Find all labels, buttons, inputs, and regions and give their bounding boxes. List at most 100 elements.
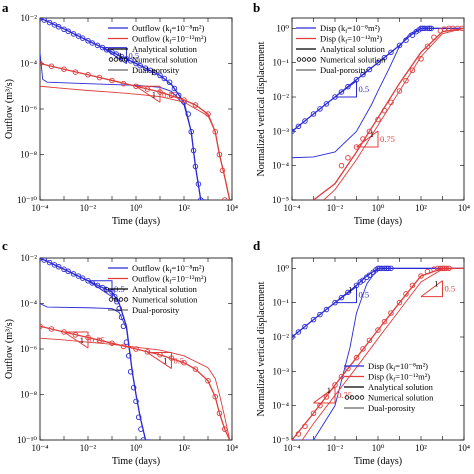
x-tick-label: 10⁰ [372, 443, 385, 453]
data-point [96, 337, 103, 344]
x-tick-label: 10⁻⁴ [284, 203, 301, 213]
data-point [431, 34, 437, 40]
legend-label: Outflow (kf=10⁻⁸m²) [132, 23, 204, 35]
data-point [61, 26, 67, 33]
data-point [439, 265, 446, 272]
legend-entry: Analytical solution [344, 382, 434, 392]
x-tick-label: 10⁻² [80, 203, 97, 213]
data-point [345, 83, 351, 90]
data-point [222, 197, 228, 200]
slope-triangle: 1 0.5 [420, 279, 456, 298]
data-point [323, 101, 330, 107]
slope-rise-label: 1 [104, 284, 108, 294]
slope-run-label: 0.5 [128, 51, 139, 61]
x-tick-label: 10⁻² [327, 443, 344, 453]
x-tick-label: 10⁴ [458, 443, 470, 453]
data-point [302, 118, 308, 124]
data-point [443, 265, 450, 272]
dual-porosity-line [40, 85, 231, 200]
x-tick-label: 10² [415, 443, 427, 453]
analytical-line [292, 267, 464, 440]
slope-rise-label: 1 [348, 285, 352, 295]
data-point [109, 340, 115, 346]
data-point [181, 359, 187, 366]
slope-run-label: 0.75 [380, 134, 395, 144]
y-tick-label: 10⁻⁸ [20, 150, 37, 160]
data-point [120, 80, 127, 87]
legend-label: Numerical solution [132, 55, 198, 65]
data-point [75, 33, 82, 39]
data-point [212, 393, 218, 400]
legend-label: Disp (kf=10⁻⁸m²) [320, 23, 380, 35]
data-point [79, 275, 86, 281]
dual-porosity-line [292, 267, 464, 440]
data-point [375, 327, 381, 333]
data-point [133, 346, 139, 352]
legend-entry: Outflow (kf=10⁻⁸m²) [108, 23, 204, 35]
data-point [65, 28, 71, 35]
data-point [75, 273, 82, 279]
legend-label: Outflow (kf=10⁻¹²m²) [132, 274, 207, 286]
data-point [388, 310, 394, 316]
legend-marker [344, 395, 350, 400]
panel-letter-a: a [2, 0, 9, 15]
x-axis-label: Time (days) [112, 216, 160, 227]
data-point [96, 74, 103, 81]
data-point [295, 123, 302, 130]
legend-label: Disp (kf=10⁻¹²m²) [368, 372, 430, 384]
legend-marker [306, 57, 312, 62]
slope-rise-label: 1 [163, 356, 167, 366]
data-point [137, 62, 143, 69]
data-point [157, 72, 163, 79]
y-tick-label: 10⁻¹ [273, 58, 290, 68]
data-point [366, 128, 373, 135]
data-point [317, 311, 323, 318]
legend-label: Analytical solution [132, 284, 198, 294]
data-point [403, 291, 409, 297]
slope-rise-label: 1 [152, 89, 156, 99]
y-tick-label: 10⁻⁶ [20, 344, 37, 354]
data-point [409, 67, 416, 74]
legend-marker [296, 57, 302, 62]
legend-label: Analytical solution [368, 382, 434, 392]
y-tick-label: 10⁻³ [273, 126, 290, 136]
x-tick-label: 10⁰ [130, 203, 143, 213]
data-point [388, 49, 394, 56]
data-point [375, 116, 381, 123]
slope-triangle: 1 0.75 [313, 385, 352, 404]
data-point [133, 60, 139, 67]
legend-label: Disp (kf=10⁻⁸m²) [368, 361, 428, 373]
legend-marker [311, 57, 317, 62]
data-point [459, 25, 464, 32]
data-point [65, 268, 71, 275]
legend-entry: Disp (kf=10⁻¹²m²) [344, 372, 430, 384]
legend-marker [123, 297, 129, 302]
y-tick-label: 10⁻¹⁰ [17, 435, 37, 445]
y-tick-label: 10⁻² [21, 13, 38, 23]
legend: Outflow (kf=10⁻⁸m²)Outflow (kf=10⁻¹²m²)A… [108, 23, 207, 75]
data-point [168, 92, 175, 99]
chart-panel-c: 10⁻⁴ 10⁻² 10⁰ 10² 10⁴ 10⁻¹⁰ 10⁻⁸ 10⁻⁶ 10⁻⁴ 10⁻² Ti… [4, 253, 238, 467]
data-point [94, 42, 101, 49]
y-axis-label: Outflow (m³/s) [4, 79, 15, 139]
data-point [103, 287, 110, 293]
data-point [310, 316, 317, 323]
x-tick-label: 10² [415, 203, 427, 213]
legend: Outflow (kf=10⁻⁸m²)Outflow (kf=10⁻¹²m²)A… [108, 263, 207, 315]
data-point [41, 18, 47, 23]
data-point [123, 339, 130, 345]
x-axis-label: Time (days) [354, 216, 402, 227]
x-axis-label: Time (days) [354, 456, 402, 467]
data-point [310, 111, 317, 117]
data-point [114, 298, 120, 305]
legend-label: Numerical solution [320, 55, 386, 65]
legend-entry: Analytical solution [108, 44, 198, 54]
x-tick-label: 10⁻⁴ [32, 203, 49, 213]
chart-panel-a: 10⁻⁴ 10⁻² 10⁰ 10² 10⁴ 10⁻¹⁰ 10⁻⁸ 10⁻⁶ 10⁻⁴ 10⁻² Ti… [4, 13, 238, 227]
legend-entry: Numerical solution [296, 55, 386, 65]
series-group [292, 265, 464, 440]
series-group [40, 18, 231, 200]
legend-entry: Outflow (kf=10⁻¹²m²) [108, 34, 207, 46]
legend-marker [108, 57, 114, 62]
slope-run-label: 0.5 [445, 284, 456, 294]
